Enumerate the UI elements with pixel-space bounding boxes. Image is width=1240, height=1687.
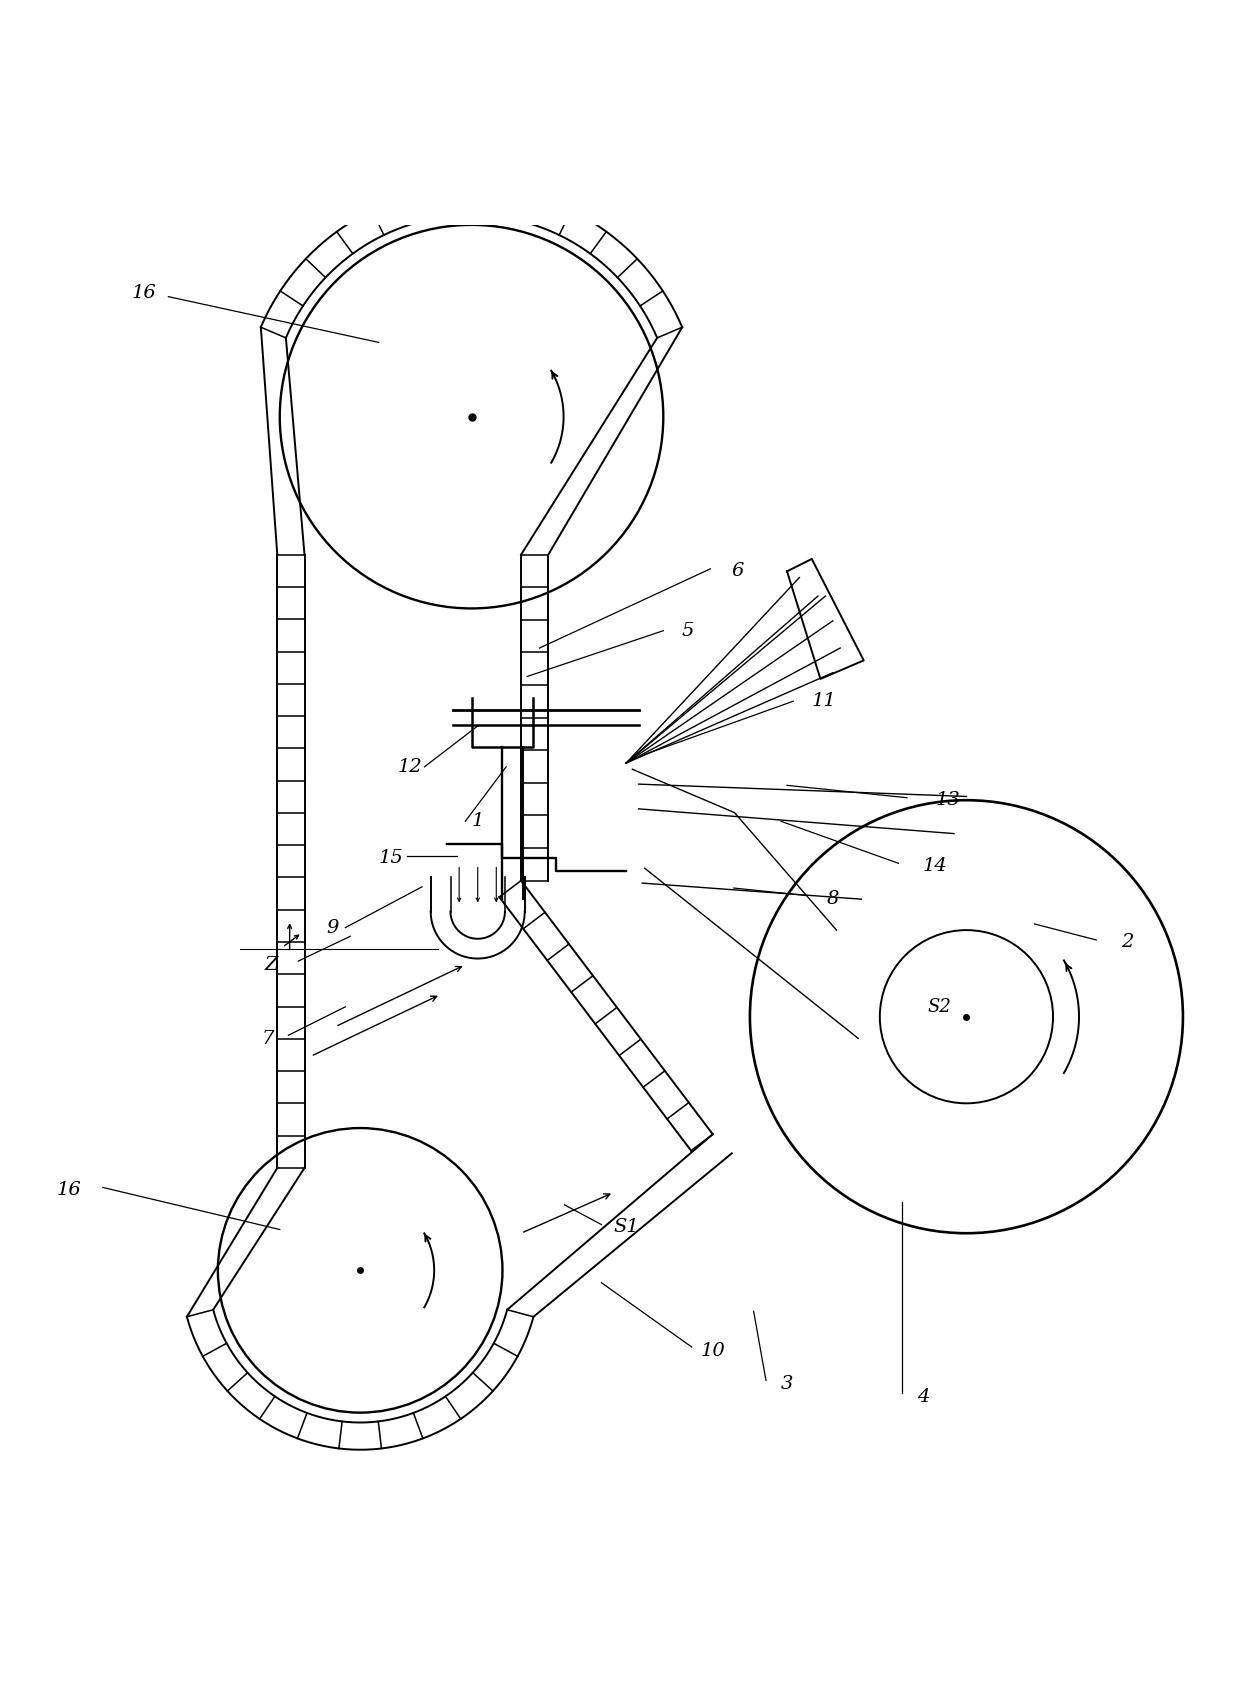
Text: 4: 4 bbox=[916, 1387, 929, 1405]
Text: Z: Z bbox=[264, 957, 278, 973]
Text: S1: S1 bbox=[614, 1218, 639, 1237]
Text: 1: 1 bbox=[471, 811, 484, 830]
Text: 13: 13 bbox=[935, 791, 960, 810]
Text: 9: 9 bbox=[327, 919, 340, 936]
Text: 3: 3 bbox=[781, 1375, 794, 1393]
Text: S2: S2 bbox=[928, 997, 951, 1016]
Text: 12: 12 bbox=[397, 757, 422, 776]
Text: 8: 8 bbox=[827, 891, 839, 908]
Text: 6: 6 bbox=[732, 562, 744, 580]
Text: 16: 16 bbox=[131, 283, 156, 302]
Text: 16: 16 bbox=[57, 1181, 82, 1199]
Text: 10: 10 bbox=[701, 1341, 725, 1360]
Text: 15: 15 bbox=[378, 849, 403, 867]
Text: 11: 11 bbox=[812, 692, 837, 710]
Text: 5: 5 bbox=[682, 623, 694, 639]
Text: 7: 7 bbox=[262, 1031, 274, 1048]
Text: 14: 14 bbox=[923, 857, 947, 876]
Text: 2: 2 bbox=[1121, 933, 1133, 951]
